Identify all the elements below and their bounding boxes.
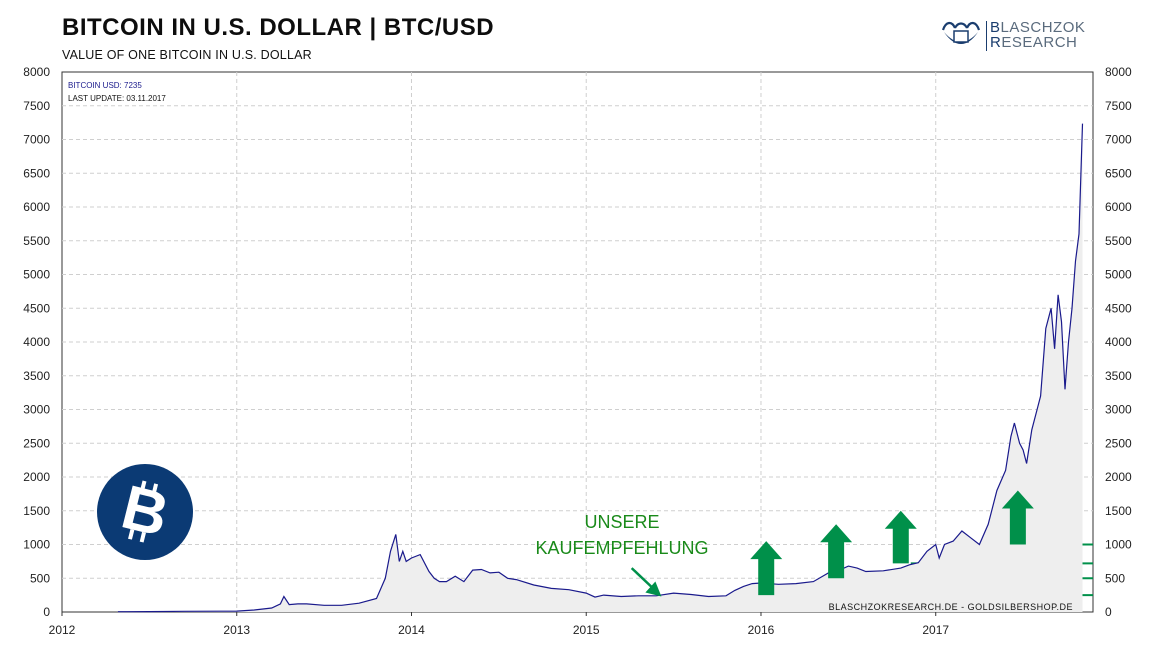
x-tick-label: 2013 [223, 623, 250, 637]
footer-credit: BLASCHZOKRESEARCH.DE - GOLDSILBERSHOP.DE [829, 602, 1073, 612]
y-tick-label-left: 6500 [23, 166, 50, 180]
y-tick-label-left: 5000 [23, 268, 50, 282]
annotation-line2: KAUFEMPFEHLUNG [535, 538, 708, 558]
y-tick-label-right: 5000 [1105, 268, 1132, 282]
price-line [117, 123, 1084, 613]
y-tick-label-left: 2000 [23, 470, 50, 484]
y-tick-label-right: 4000 [1105, 335, 1132, 349]
x-tick-label: 2016 [748, 623, 775, 637]
brand-logo: BLASCHZOK RESEARCH [940, 18, 1100, 54]
gridlines [62, 72, 1093, 612]
buy-arrow-icon [750, 541, 783, 596]
y-tick-label-right: 2500 [1105, 436, 1132, 450]
y-tick-label-right: 3500 [1105, 369, 1132, 383]
annotation-arrow-head [645, 581, 662, 597]
buy-arrow-icon [884, 510, 917, 564]
y-tick-label-right: 6500 [1105, 166, 1132, 180]
x-tick-label: 2014 [398, 623, 425, 637]
annotation-line1: UNSERE [584, 512, 659, 532]
x-tick-label: 2017 [922, 623, 949, 637]
y-tick-label-right: 2000 [1105, 470, 1132, 484]
buy-arrows [750, 490, 1034, 596]
y-tick-label-right: 4500 [1105, 301, 1132, 315]
bitcoin-logo-icon: B [97, 464, 193, 560]
y-tick-label-left: 1000 [23, 538, 50, 552]
price-area-fill [117, 123, 1083, 612]
x-axis: 2012 2013 2014 2015 2016 2017 [49, 612, 949, 637]
y-tick-label-left: 3000 [23, 403, 50, 417]
y-tick-label-left: 3500 [23, 369, 50, 383]
y-tick-label-left: 500 [30, 571, 50, 585]
y-tick-label-right: 8000 [1105, 65, 1132, 79]
bull-bear-logo-icon [941, 21, 981, 44]
y-tick-label-right: 7500 [1105, 99, 1132, 113]
chart-title: BITCOIN IN U.S. DOLLAR | BTC/USD [62, 14, 495, 41]
legend-series-label: BITCOIN USD: 7235 [68, 81, 142, 90]
x-tick-label: 2015 [573, 623, 600, 637]
buy-arrow-icon [820, 524, 853, 579]
logo-divider [986, 21, 987, 51]
y-tick-label-right: 7000 [1105, 133, 1132, 147]
y-tick-label-left: 0 [43, 605, 50, 619]
y-axis-left: 0 500 1000 1500 2000 2500 3000 3500 4000 4500 5000… [23, 65, 50, 619]
y-tick-label-right: 1500 [1105, 504, 1132, 518]
y-tick-label-right: 1000 [1105, 538, 1132, 552]
y-tick-label-left: 1500 [23, 504, 50, 518]
chart-subtitle: VALUE OF ONE BITCOIN IN U.S. DOLLAR [62, 48, 312, 62]
y-tick-label-right: 0 [1105, 605, 1112, 619]
legend-last-update: LAST UPDATE: 03.11.2017 [68, 94, 166, 103]
annotation-arrow [630, 567, 662, 597]
y-tick-label-left: 7000 [23, 133, 50, 147]
y-tick-label-left: 4000 [23, 335, 50, 349]
y-tick-label-right: 6000 [1105, 200, 1132, 214]
y-tick-label-right: 500 [1105, 571, 1125, 585]
y-tick-label-left: 2500 [23, 436, 50, 450]
y-tick-label-left: 7500 [23, 99, 50, 113]
y-tick-label-right: 5500 [1105, 234, 1132, 248]
y-tick-label-left: 8000 [23, 65, 50, 79]
y-tick-label-left: 6000 [23, 200, 50, 214]
buy-arrow-icon [1001, 490, 1034, 545]
y-axis-right: 0 500 1000 1500 2000 2500 3000 3500 4000 4500 5000… [1105, 65, 1132, 619]
y-tick-label-right: 3000 [1105, 403, 1132, 417]
y-tick-label-left: 5500 [23, 234, 50, 248]
y-tick-label-left: 4500 [23, 301, 50, 315]
logo-wordmark: BLASCHZOK RESEARCH [990, 19, 1086, 51]
x-tick-label: 2012 [49, 623, 76, 637]
